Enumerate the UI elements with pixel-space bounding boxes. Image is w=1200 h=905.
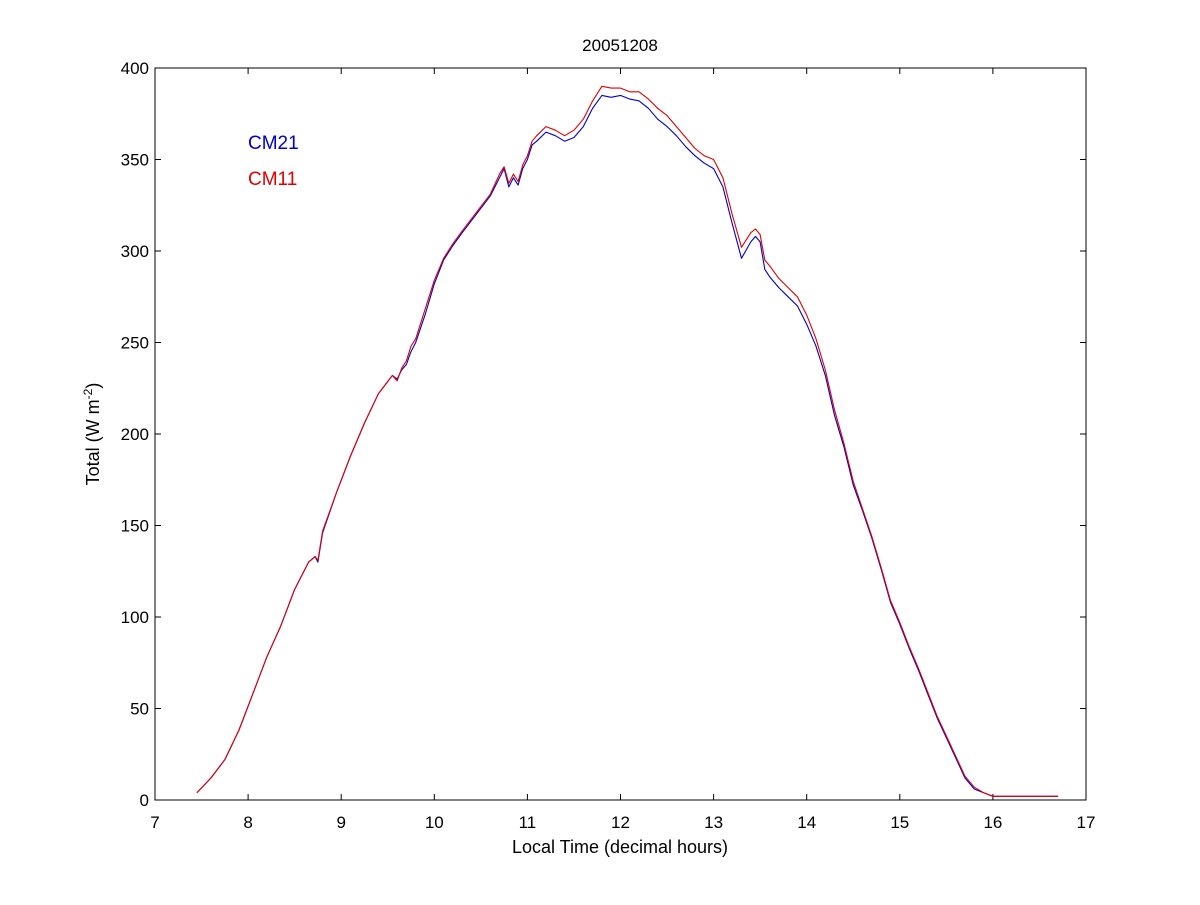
y-tick-label: 400	[121, 59, 149, 78]
y-axis-label: Total (W m-2)	[81, 383, 103, 486]
y-tick-label: 100	[121, 608, 149, 627]
y-tick-label: 250	[121, 334, 149, 353]
x-tick-label: 10	[425, 813, 444, 832]
x-tick-label: 7	[150, 813, 159, 832]
x-tick-label: 9	[336, 813, 345, 832]
y-axis-label-main: Total (W m	[83, 399, 103, 485]
x-tick-label: 17	[1077, 813, 1096, 832]
x-axis-label: Local Time (decimal hours)	[512, 837, 728, 857]
y-tick-label: 150	[121, 517, 149, 536]
y-tick-label: 350	[121, 151, 149, 170]
x-tick-label: 8	[243, 813, 252, 832]
legend-entry-cm21: CM21	[248, 133, 299, 154]
x-tick-label: 16	[983, 813, 1002, 832]
x-tick-label: 11	[519, 813, 537, 832]
y-tick-label: 0	[140, 791, 149, 810]
x-tick-label: 12	[611, 813, 630, 832]
x-tick-label: 14	[797, 813, 816, 832]
legend: CM21 CM11	[248, 133, 299, 190]
y-tick-label: 300	[121, 242, 149, 261]
series-line-cm11	[196, 85, 1059, 797]
y-tick-label: 50	[130, 700, 149, 719]
x-tick-label: 15	[890, 813, 909, 832]
y-axis-label-close: )	[83, 383, 103, 389]
axis-ticks: 7 8 9 10 11 12 13 14 15 16 17 0 50 100 150 200 250 300 350…	[121, 59, 1096, 832]
legend-entry-cm11: CM11	[248, 169, 297, 190]
y-axis-label-superscript: -2	[81, 388, 95, 399]
y-tick-label: 200	[121, 425, 149, 444]
x-tick-label: 13	[704, 813, 723, 832]
series-lines	[196, 85, 1059, 797]
chart-title: 20051208	[582, 36, 658, 55]
